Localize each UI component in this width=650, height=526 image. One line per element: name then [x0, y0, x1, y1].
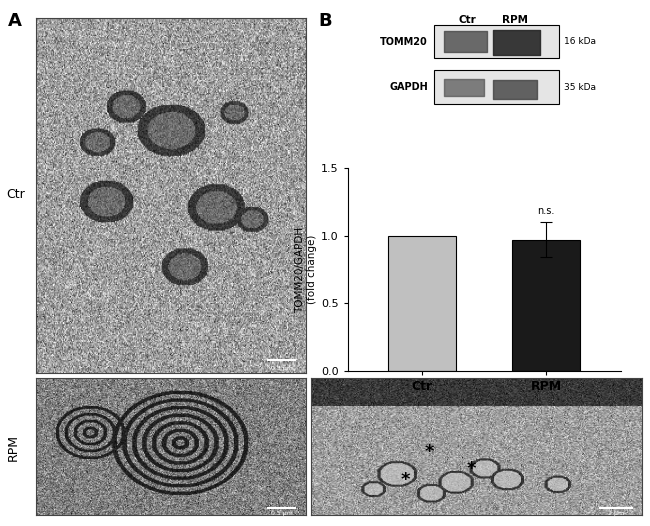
Text: *: *: [400, 471, 410, 489]
Text: RPM: RPM: [502, 15, 528, 25]
Text: B: B: [318, 12, 332, 29]
Text: A: A: [8, 12, 21, 29]
Text: Ctr: Ctr: [6, 188, 25, 201]
Bar: [512, 240, 580, 371]
Text: *: *: [467, 460, 476, 478]
Text: *: *: [424, 443, 434, 461]
Bar: [388, 236, 456, 371]
Text: 0.5 μm: 0.5 μm: [271, 511, 293, 516]
Text: 2 μm: 2 μm: [608, 511, 624, 516]
FancyBboxPatch shape: [434, 25, 559, 58]
Y-axis label: TOMM20/GAPDH
(fold change): TOMM20/GAPDH (fold change): [295, 227, 317, 312]
Text: GAPDH: GAPDH: [389, 82, 428, 93]
Text: RPM: RPM: [6, 433, 20, 461]
FancyBboxPatch shape: [434, 70, 559, 104]
Text: 35 kDa: 35 kDa: [564, 83, 595, 92]
Text: Ctr: Ctr: [458, 15, 476, 25]
Text: n.s.: n.s.: [538, 206, 555, 216]
Text: 16 kDa: 16 kDa: [564, 37, 595, 46]
Text: TOMM20: TOMM20: [380, 36, 428, 46]
Text: 0.5 μm: 0.5 μm: [271, 366, 293, 371]
